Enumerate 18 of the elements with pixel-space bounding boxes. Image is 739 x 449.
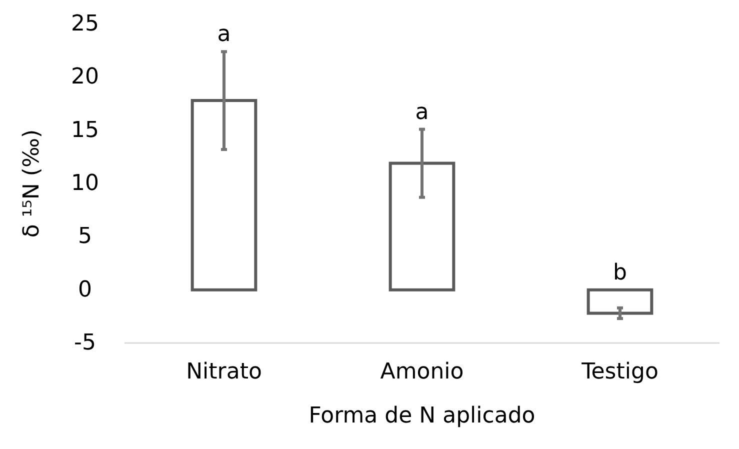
y-tick-label: 20 — [71, 64, 99, 90]
y-tick-label: 5 — [78, 224, 92, 250]
annotation: a — [217, 22, 231, 48]
bar — [586, 288, 654, 315]
bar — [190, 99, 258, 292]
y-axis-title: δ ¹⁵N (‰) — [20, 129, 44, 238]
x-tick-label: Amonio — [380, 360, 464, 384]
bar — [388, 162, 456, 292]
y-tick-label: 15 — [71, 118, 99, 143]
x-tick-label: Nitrato — [186, 360, 262, 384]
annotation: b — [613, 260, 627, 286]
x-tick-label: Testigo — [580, 360, 658, 384]
y-tick-label: 0 — [78, 277, 92, 302]
x-axis-title: Forma de N aplicado — [308, 404, 536, 428]
y-tick-label: -5 — [74, 330, 96, 356]
annotation: a — [415, 100, 429, 125]
y-tick-label: 10 — [71, 171, 99, 196]
y-tick-label: 25 — [71, 12, 99, 36]
